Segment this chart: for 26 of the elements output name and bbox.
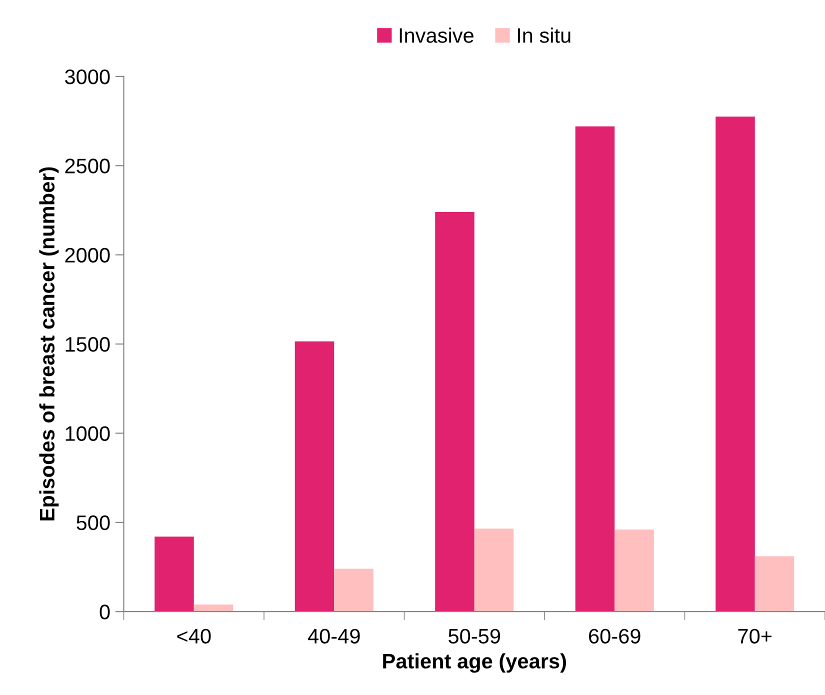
legend-label: Invasive [400, 28, 474, 43]
bar [754, 556, 794, 612]
y-tick-label: 0 [100, 604, 110, 620]
y-tick-label: 2000 [65, 248, 110, 263]
bar [435, 212, 474, 612]
y-tick-label: 1000 [66, 426, 110, 441]
bar [154, 536, 194, 612]
y-tick-label: 1500 [66, 337, 110, 352]
legend-label: In situ [518, 28, 570, 43]
y-tick-label: 2500 [65, 158, 110, 174]
bar [575, 126, 615, 612]
x-tick-label: 40-49 [308, 628, 360, 644]
bar [334, 568, 374, 612]
y-tick-label: 3000 [65, 69, 110, 84]
x-tick-label: <40 [177, 628, 211, 644]
bar [614, 530, 654, 612]
y-tick-label: 500 [76, 515, 110, 530]
x-tick-label: 50-59 [448, 628, 500, 644]
bar [294, 341, 334, 612]
x-axis-title: Patient age (years) [383, 653, 566, 673]
bar [474, 528, 514, 612]
y-axis-title: Episodes of breast cancer (number) [39, 167, 59, 520]
bar [194, 604, 234, 612]
x-tick-label: 70+ [738, 628, 772, 644]
bar [716, 116, 755, 612]
x-tick-label: 60-69 [589, 628, 640, 644]
